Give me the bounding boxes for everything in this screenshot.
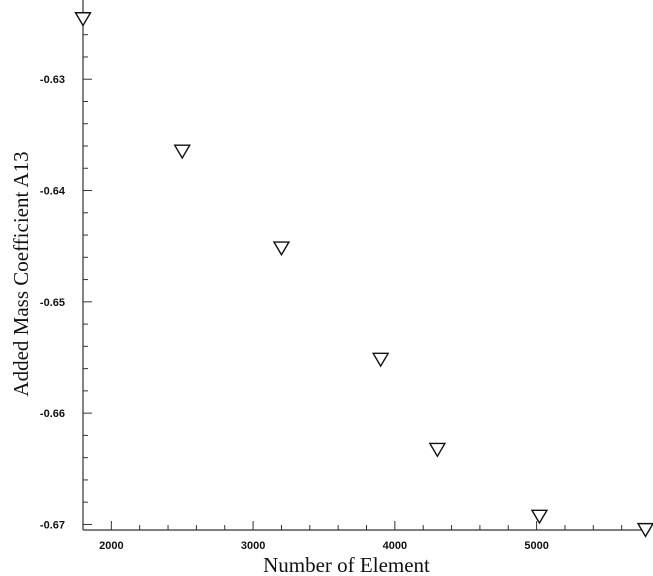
y-tick-label: -0.67 <box>40 519 65 531</box>
data-point-marker <box>173 144 191 160</box>
y-tick-label: -0.65 <box>40 297 65 309</box>
x-tick-label: 2000 <box>99 540 123 552</box>
x-tick-label: 5000 <box>524 540 548 552</box>
y-tick-label: -0.63 <box>40 74 65 86</box>
y-tick-label: -0.66 <box>40 408 65 420</box>
ticks <box>82 11 651 530</box>
tick-labels: -0.63 -0.64 -0.65 -0.66 -0.67 2000 3000 4000 500… <box>40 74 549 552</box>
y-axis-title: Added Mass Coefficient A13 <box>9 151 33 396</box>
x-tick-label: 3000 <box>241 540 265 552</box>
data-point-marker <box>636 522 653 538</box>
x-tick-label: 4000 <box>383 540 407 552</box>
data-point-marker <box>371 352 390 368</box>
axes <box>82 0 650 531</box>
data-point-marker <box>428 442 447 458</box>
y-tick-label: -0.64 <box>40 186 66 198</box>
data-point-marker <box>74 12 92 27</box>
data-point-marker <box>272 241 291 257</box>
data-point-marker <box>530 509 549 525</box>
data-points <box>74 12 653 538</box>
x-axis-title: Number of Element <box>263 553 430 576</box>
